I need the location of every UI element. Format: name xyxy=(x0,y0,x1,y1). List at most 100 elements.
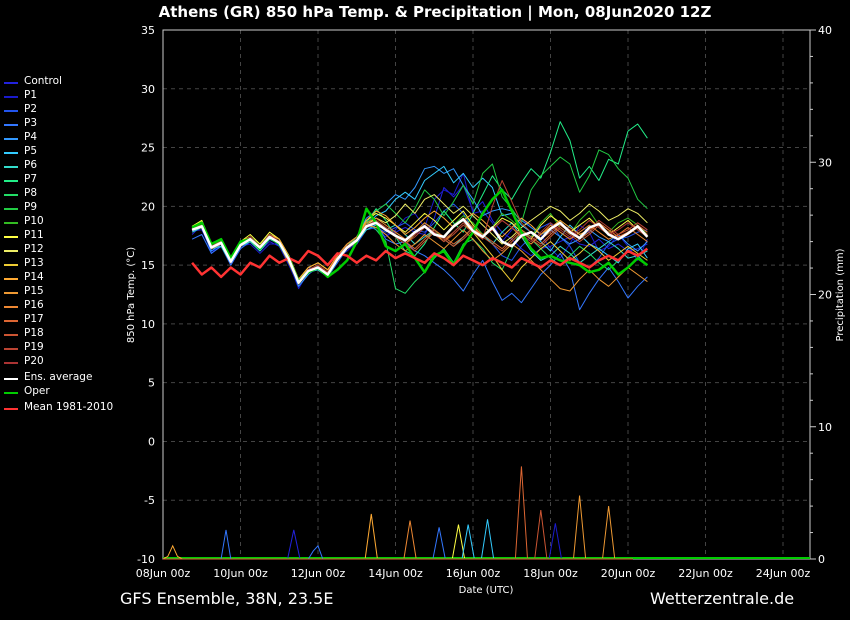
legend-swatch xyxy=(4,362,18,364)
legend-label: P9 xyxy=(24,201,38,213)
legend-swatch xyxy=(4,236,18,238)
axes: 35 30 25 20 15 10 5 0 -5 -10 40 30 20 10 0 08Jun 00z 10J… xyxy=(136,24,832,580)
legend-label: P18 xyxy=(24,327,44,339)
legend-label: P1 xyxy=(24,89,38,101)
legend-item: P13 xyxy=(4,256,113,270)
legend-item: P18 xyxy=(4,326,113,340)
legend-label: P16 xyxy=(24,299,44,311)
legend-label: P19 xyxy=(24,341,44,353)
footer-site-name: Wetterzentrale.de xyxy=(650,589,795,608)
legend-item: P9 xyxy=(4,200,113,214)
legend-item: P20 xyxy=(4,354,113,368)
legend-item: P11 xyxy=(4,228,113,242)
legend-swatch xyxy=(4,82,18,84)
legend-item: P2 xyxy=(4,102,113,116)
legend-swatch xyxy=(4,408,18,410)
y-tick-label: 0 xyxy=(148,435,155,448)
x-tick-label: 22Jun 00z xyxy=(678,567,733,580)
x-tick-label: 12Jun 00z xyxy=(291,567,346,580)
precip-spike xyxy=(451,524,465,559)
series-line xyxy=(191,222,648,285)
y-tick-label: -10 xyxy=(137,553,155,566)
legend-swatch xyxy=(4,264,18,266)
precip-spike xyxy=(602,506,616,559)
y2-axis-label: Precipitation (mm) xyxy=(835,248,846,341)
legend-swatch xyxy=(4,222,18,224)
temperature-lines xyxy=(191,121,649,311)
y-tick-label: 25 xyxy=(141,142,155,155)
legend-swatch xyxy=(4,110,18,112)
legend-item: P8 xyxy=(4,186,113,200)
legend-swatch xyxy=(4,278,18,280)
y-tick-label: 35 xyxy=(141,24,155,37)
y2-tick-label: 40 xyxy=(818,24,832,37)
precip-spike xyxy=(548,523,562,559)
legend-label: P6 xyxy=(24,159,38,171)
series-line xyxy=(191,121,648,280)
x-tick-label: 10Jun 00z xyxy=(213,567,268,580)
legend-item: P3 xyxy=(4,116,113,130)
precip-spike xyxy=(514,466,528,559)
legend-label: P14 xyxy=(24,271,44,283)
precip-spike xyxy=(403,520,417,559)
x-tick-label: 20Jun 00z xyxy=(601,567,656,580)
legend-label: P7 xyxy=(24,173,38,185)
x-tick-label: 16Jun 00z xyxy=(446,567,501,580)
legend-label: P12 xyxy=(24,243,44,255)
legend-label: P2 xyxy=(24,103,38,115)
legend-item: Ens. average xyxy=(4,370,113,384)
y-axis-label: 850 hPa Temp. (°C) xyxy=(126,247,137,343)
legend-label: Ens. average xyxy=(24,371,93,383)
legend-item: P19 xyxy=(4,340,113,354)
series-line xyxy=(191,224,648,292)
legend-label: P15 xyxy=(24,285,44,297)
y-tick-label: 20 xyxy=(141,200,155,213)
legend-swatch xyxy=(4,320,18,322)
y2-tick-label: 10 xyxy=(818,421,832,434)
legend-label: P20 xyxy=(24,355,44,367)
legend-item: P16 xyxy=(4,298,113,312)
y-tick-label: 10 xyxy=(141,318,155,331)
legend-swatch xyxy=(4,250,18,252)
precip-spike xyxy=(573,495,587,559)
x-tick-label: 24Jun 00z xyxy=(756,567,811,580)
x-tick-label: 14Jun 00z xyxy=(368,567,423,580)
legend-swatch xyxy=(4,194,18,196)
legend-item: P6 xyxy=(4,158,113,172)
legend-item: P10 xyxy=(4,214,113,228)
legend-item: Oper xyxy=(4,384,113,398)
legend-swatch xyxy=(4,306,18,308)
precip-spike xyxy=(364,513,378,559)
legend-item: Control xyxy=(4,74,113,88)
legend-swatch xyxy=(4,152,18,154)
legend-label: P5 xyxy=(24,145,38,157)
precip-spike xyxy=(287,529,301,559)
legend-item: Mean 1981-2010 xyxy=(4,400,113,414)
legend-label: P11 xyxy=(24,229,44,241)
legend-swatch xyxy=(4,208,18,210)
legend-item: P15 xyxy=(4,284,113,298)
legend-label: P4 xyxy=(24,131,38,143)
legend-item: P1 xyxy=(4,88,113,102)
precip-spike xyxy=(432,527,446,559)
y-tick-label: 15 xyxy=(141,259,155,272)
legend-swatch xyxy=(4,292,18,294)
legend-swatch xyxy=(4,96,18,98)
grid xyxy=(163,29,810,560)
legend-label: P13 xyxy=(24,257,44,269)
y-tick-label: 5 xyxy=(148,377,155,390)
legend-label: P10 xyxy=(24,215,44,227)
y-tick-label: 30 xyxy=(141,83,155,96)
legend-swatch xyxy=(4,348,18,350)
legend-swatch xyxy=(4,138,18,140)
plot-frame xyxy=(162,29,811,560)
legend-item: P7 xyxy=(4,172,113,186)
series-line xyxy=(191,218,649,284)
legend-swatch xyxy=(4,166,18,168)
legend: Control P1 P2 P3 P4 P5 P6 P7 P8 P9 P10 P11 P12 P13 P14… xyxy=(4,74,113,414)
legend-item: P14 xyxy=(4,270,113,284)
legend-item: P12 xyxy=(4,242,113,256)
chart-title: Athens (GR) 850 hPa Temp. & Precipitatio… xyxy=(159,3,712,22)
precip-line xyxy=(163,529,624,560)
